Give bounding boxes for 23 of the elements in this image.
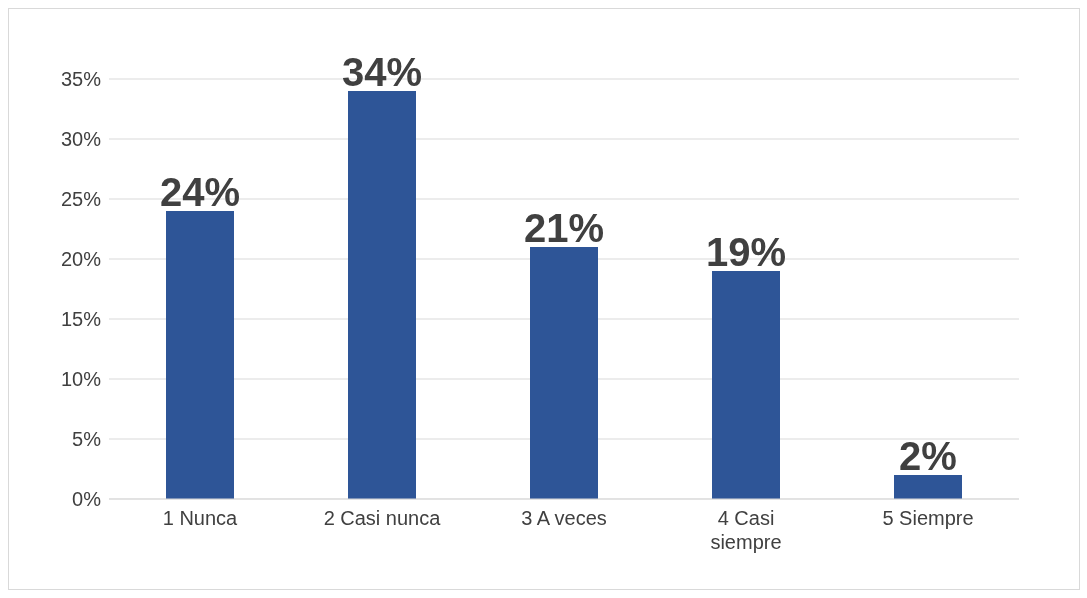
bar — [530, 247, 598, 499]
data-label: 19% — [705, 230, 787, 274]
y-tick-label: 5% — [72, 428, 102, 451]
data-label: 34% — [341, 50, 423, 94]
bar — [348, 91, 416, 499]
y-tick-label: 25% — [60, 188, 102, 211]
x-tick-label: 1 Nunca — [162, 507, 239, 529]
data-label: 24% — [159, 170, 241, 214]
y-tick-label: 15% — [60, 308, 102, 331]
x-tick-label: 4 Casi siempre — [710, 507, 782, 553]
y-tick-label: 10% — [60, 368, 102, 391]
bar — [166, 211, 234, 499]
data-label: 21% — [523, 206, 605, 250]
y-tick-label: 30% — [60, 128, 102, 151]
x-tick-label: 3 A veces — [521, 507, 607, 529]
x-tick-label: 2 Casi nunca — [323, 507, 442, 529]
y-tick-label: 20% — [60, 248, 102, 271]
y-tick-label: 0% — [72, 488, 102, 511]
y-tick-label: 35% — [60, 68, 102, 91]
bar — [894, 475, 962, 499]
bar — [712, 271, 780, 499]
data-label: 2% — [899, 434, 957, 478]
x-tick-label: 5 Siempre — [882, 507, 974, 529]
